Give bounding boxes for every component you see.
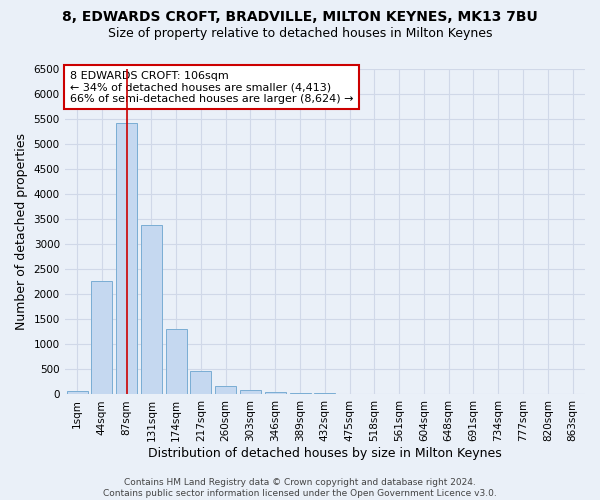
Bar bbox=[215, 386, 236, 394]
Y-axis label: Number of detached properties: Number of detached properties bbox=[15, 133, 28, 330]
Bar bbox=[190, 370, 211, 394]
Text: 8 EDWARDS CROFT: 106sqm
← 34% of detached houses are smaller (4,413)
66% of semi: 8 EDWARDS CROFT: 106sqm ← 34% of detache… bbox=[70, 70, 353, 104]
Text: Contains HM Land Registry data © Crown copyright and database right 2024.
Contai: Contains HM Land Registry data © Crown c… bbox=[103, 478, 497, 498]
Bar bbox=[240, 390, 261, 394]
X-axis label: Distribution of detached houses by size in Milton Keynes: Distribution of detached houses by size … bbox=[148, 447, 502, 460]
Bar bbox=[290, 393, 311, 394]
Bar bbox=[116, 122, 137, 394]
Bar bbox=[166, 329, 187, 394]
Text: 8, EDWARDS CROFT, BRADVILLE, MILTON KEYNES, MK13 7BU: 8, EDWARDS CROFT, BRADVILLE, MILTON KEYN… bbox=[62, 10, 538, 24]
Bar bbox=[265, 392, 286, 394]
Bar bbox=[67, 391, 88, 394]
Bar bbox=[141, 225, 162, 394]
Bar bbox=[91, 281, 112, 394]
Text: Size of property relative to detached houses in Milton Keynes: Size of property relative to detached ho… bbox=[108, 28, 492, 40]
